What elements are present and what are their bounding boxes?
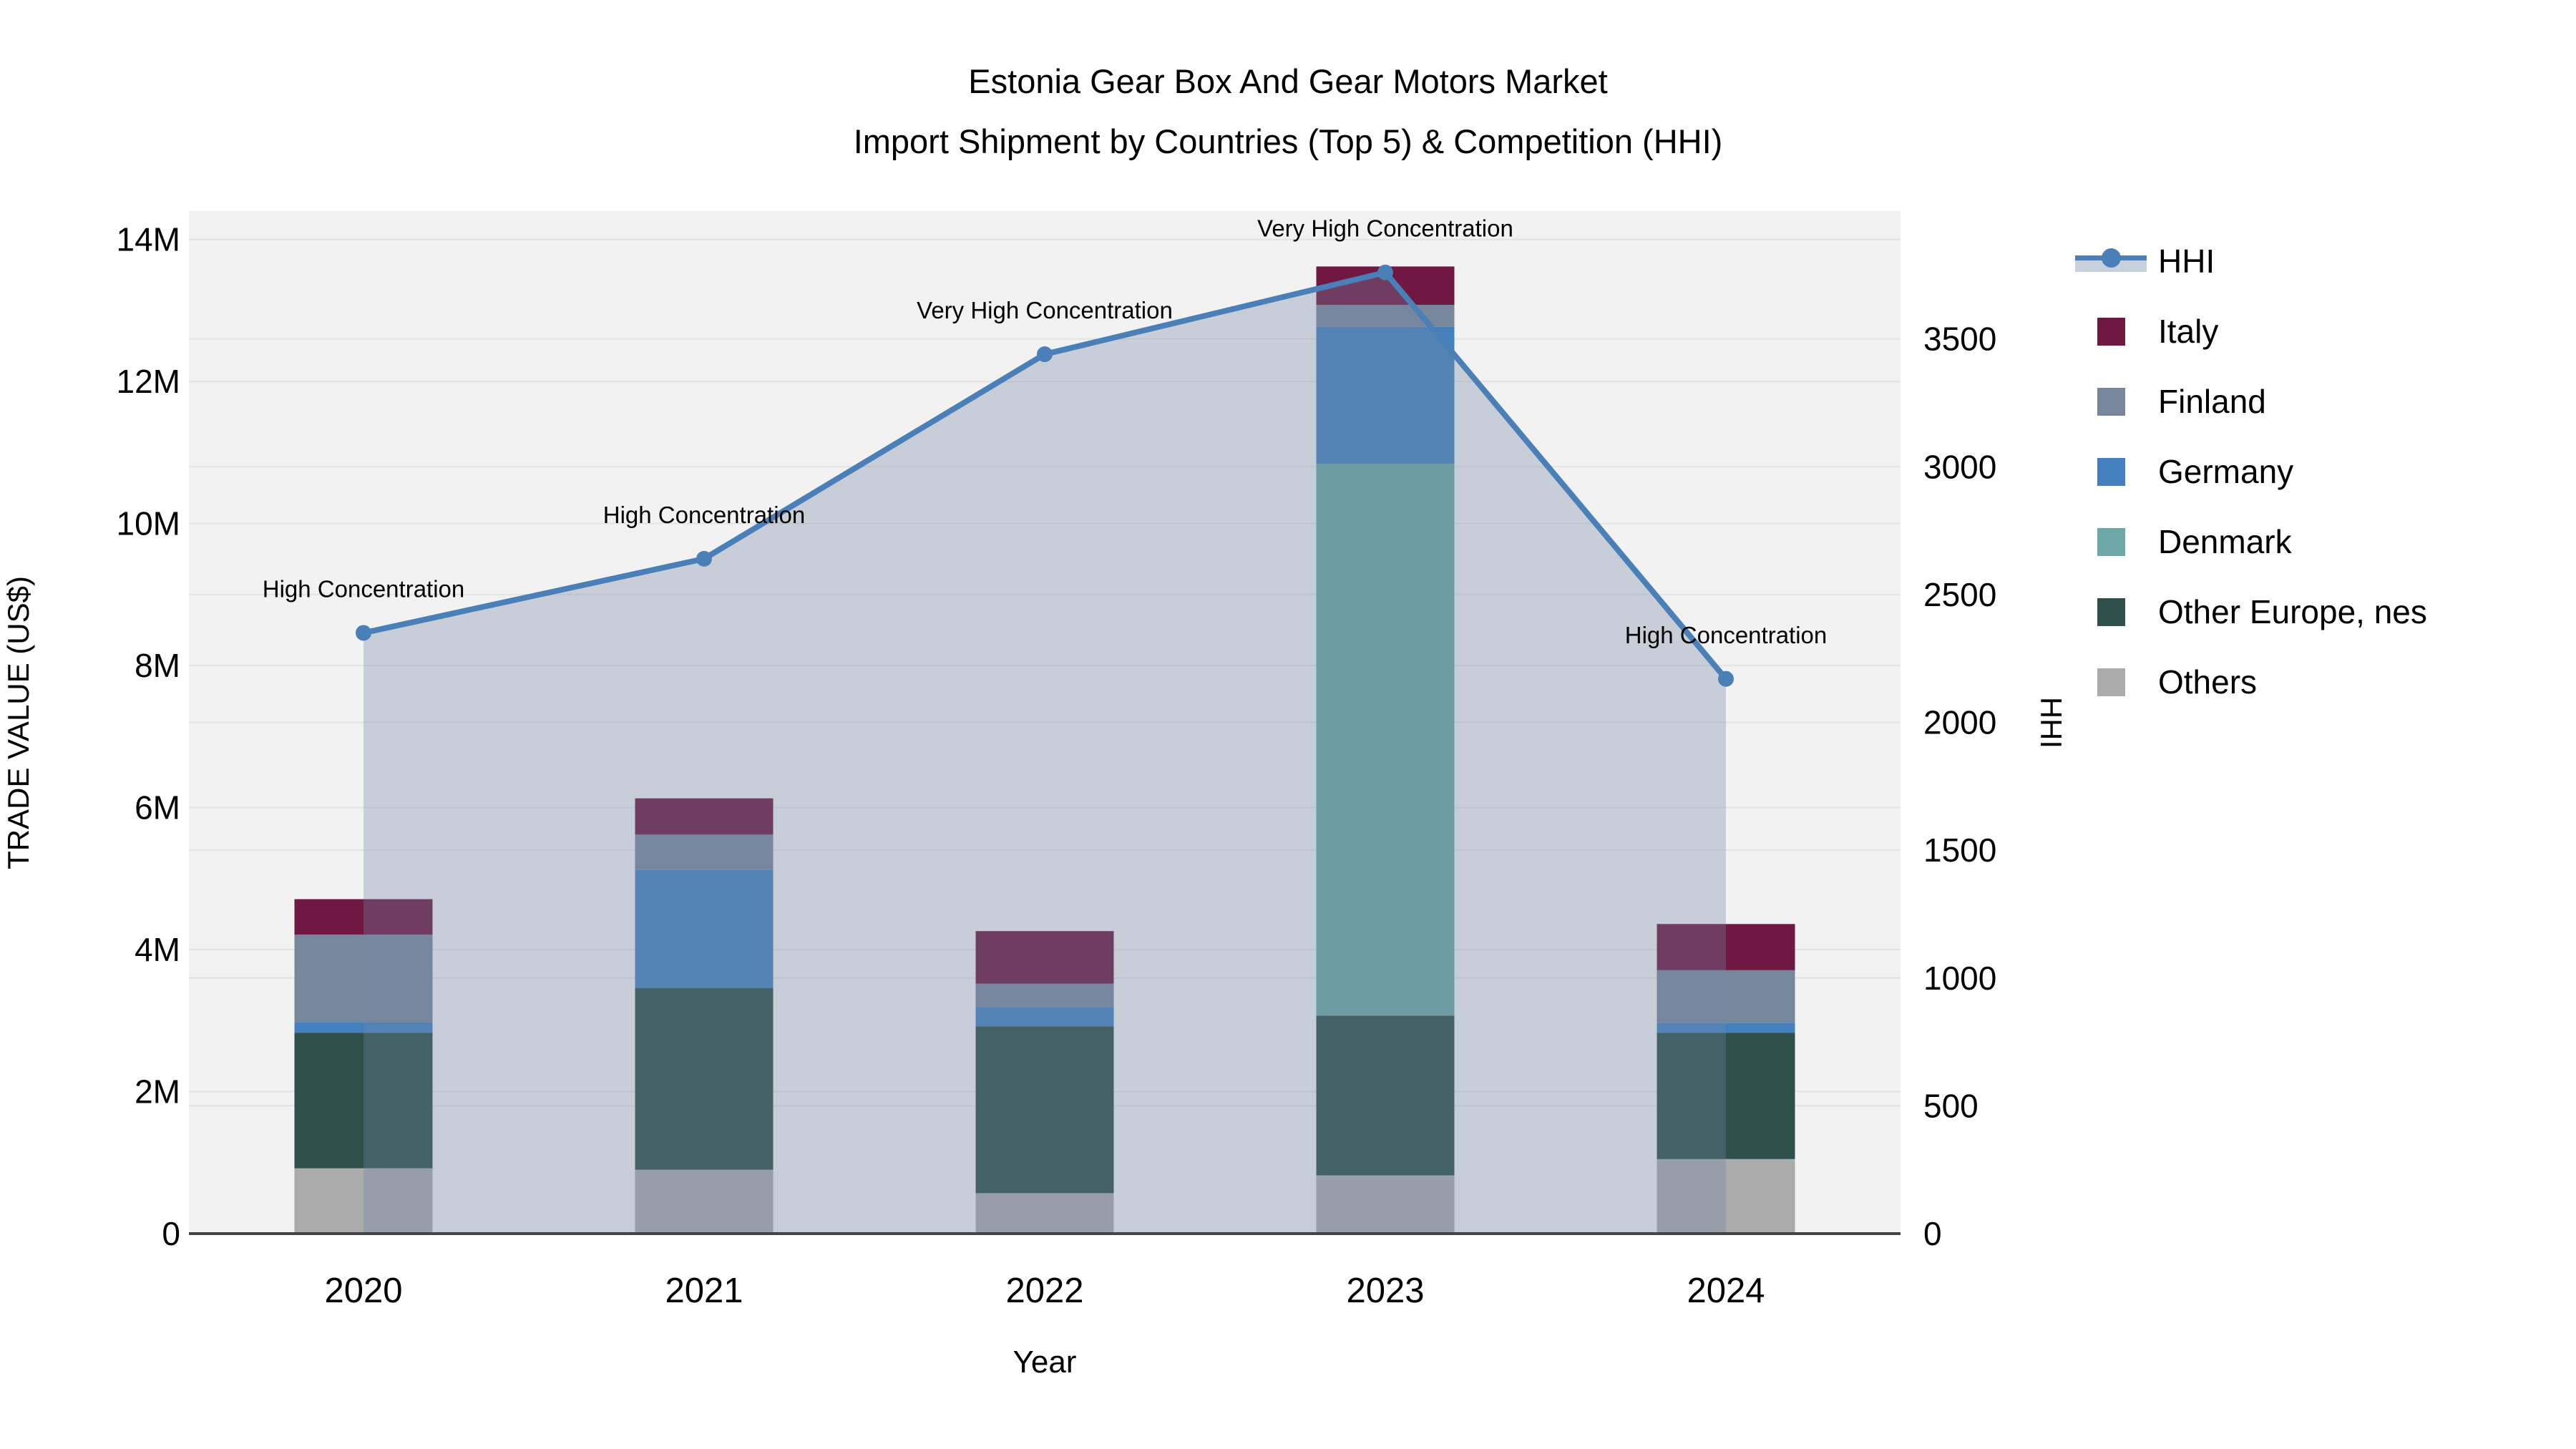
- legend-item-other-europe-nes[interactable]: Other Europe, nes: [2074, 577, 2427, 647]
- hhi-marker-2021[interactable]: [696, 550, 712, 567]
- chart-title-line2: Import Shipment by Countries (Top 5) & C…: [853, 122, 1723, 160]
- legend-swatch-slot: [2074, 317, 2148, 346]
- legend-label-germany: Germany: [2158, 453, 2294, 490]
- bar-segment-italy-2021[interactable]: [635, 798, 774, 835]
- right-tick-3000: 3000: [1923, 448, 1996, 485]
- right-tick-2500: 2500: [1923, 576, 1996, 613]
- right-tick-0: 0: [1923, 1215, 1942, 1252]
- y-right-axis-title: HHI: [2034, 697, 2068, 748]
- bar-segment-germany-2024[interactable]: [1657, 1023, 1795, 1033]
- hhi-marker-2022[interactable]: [1037, 346, 1053, 363]
- legend-label-hhi: HHI: [2158, 243, 2215, 280]
- annotation-very-high-concentration-2023: Very High Concentration: [1257, 215, 1513, 242]
- legend-item-others[interactable]: Others: [2074, 647, 2427, 717]
- legend-label-italy: Italy: [2158, 313, 2219, 350]
- legend-label-denmark: Denmark: [2158, 523, 2292, 560]
- bar-segment-other-europe-nes-2021[interactable]: [635, 987, 774, 1170]
- left-tick-14M: 14M: [117, 221, 180, 258]
- hhi-marker-2020[interactable]: [356, 625, 371, 641]
- y-left-axis-title: TRADE VALUE (US$): [1, 576, 35, 869]
- legend-swatch-slot: [2074, 387, 2148, 416]
- left-tick-6M: 6M: [135, 789, 180, 826]
- legend-swatch-slot: [2074, 457, 2148, 486]
- x-axis-title: Year: [1013, 1345, 1077, 1380]
- right-tick-3500: 3500: [1923, 321, 1996, 358]
- legend-swatch-other-europe-nes: [2097, 597, 2125, 626]
- legend-item-denmark[interactable]: Denmark: [2074, 507, 2427, 577]
- hhi-area: [364, 272, 1726, 1234]
- bar-segment-other-europe-nes-2022[interactable]: [975, 1026, 1114, 1194]
- legend-label-other-europe-nes: Other Europe, nes: [2158, 593, 2427, 630]
- bar-segment-finland-2021[interactable]: [635, 834, 774, 870]
- legend-swatch-slot: [2074, 597, 2148, 626]
- legend-item-finland[interactable]: Finland: [2074, 366, 2427, 436]
- legend-swatch-finland: [2097, 387, 2125, 416]
- x-tick-2023[interactable]: 2023: [1346, 1272, 1424, 1310]
- bar-segment-finland-2020[interactable]: [294, 935, 433, 1023]
- hhi-line-sample-icon: [2075, 245, 2147, 277]
- hhi-sample-dot: [2102, 248, 2121, 268]
- annotation-high-concentration-2021: High Concentration: [603, 502, 806, 528]
- bar-segment-other-europe-nes-2020[interactable]: [294, 1033, 433, 1169]
- bar-segment-finland-2024[interactable]: [1657, 970, 1795, 1023]
- legend: HHI Italy Finland Germany Denmark Other Europ…: [2074, 226, 2427, 717]
- left-tick-4M: 4M: [135, 931, 180, 968]
- legend-item-hhi[interactable]: HHI: [2074, 226, 2427, 296]
- bar-segment-germany-2021[interactable]: [635, 869, 774, 988]
- bar-segment-italy-2022[interactable]: [975, 931, 1114, 984]
- legend-swatch-germany: [2097, 457, 2125, 486]
- bar-segment-italy-2020[interactable]: [294, 899, 433, 935]
- bar-segment-finland-2022[interactable]: [975, 983, 1114, 1008]
- legend-swatch-others: [2097, 668, 2125, 696]
- bar-segment-others-2021[interactable]: [635, 1169, 774, 1234]
- legend-swatch-italy: [2097, 317, 2125, 346]
- chart-title-line1: Estonia Gear Box And Gear Motors Market: [968, 62, 1608, 100]
- legend-swatch-slot: [2074, 245, 2148, 277]
- right-tick-500: 500: [1923, 1087, 1979, 1124]
- x-tick-2020[interactable]: 2020: [324, 1272, 402, 1310]
- legend-label-finland: Finland: [2158, 383, 2266, 420]
- bar-segment-italy-2024[interactable]: [1657, 924, 1795, 970]
- legend-swatch-denmark: [2097, 527, 2125, 556]
- bar-segment-germany-2023[interactable]: [1316, 326, 1455, 464]
- bar-segment-others-2023[interactable]: [1316, 1175, 1455, 1234]
- left-tick-8M: 8M: [135, 647, 180, 684]
- left-tick-10M: 10M: [117, 505, 180, 542]
- hhi-marker-2023[interactable]: [1377, 264, 1393, 280]
- annotation-high-concentration-2020: High Concentration: [263, 575, 465, 602]
- bar-segment-other-europe-nes-2024[interactable]: [1657, 1033, 1795, 1159]
- x-tick-2021[interactable]: 2021: [665, 1272, 743, 1310]
- x-tick-2022[interactable]: 2022: [1005, 1272, 1083, 1310]
- legend-item-germany[interactable]: Germany: [2074, 436, 2427, 507]
- legend-swatch-slot: [2074, 668, 2148, 696]
- bar-segment-others-2020[interactable]: [294, 1168, 433, 1234]
- annotation-high-concentration-2024: High Concentration: [1625, 622, 1828, 648]
- right-tick-2000: 2000: [1923, 704, 1996, 741]
- legend-swatch-slot: [2074, 527, 2148, 556]
- left-tick-2M: 2M: [135, 1073, 180, 1111]
- bar-segment-others-2022[interactable]: [975, 1193, 1114, 1234]
- hhi-marker-2024[interactable]: [1718, 670, 1734, 687]
- left-tick-12M: 12M: [117, 363, 180, 400]
- legend-item-italy[interactable]: Italy: [2074, 296, 2427, 366]
- bar-segment-other-europe-nes-2023[interactable]: [1316, 1015, 1455, 1176]
- x-axis-line: [189, 1232, 1901, 1235]
- left-tick-0: 0: [162, 1215, 180, 1252]
- right-tick-1000: 1000: [1923, 960, 1996, 997]
- right-tick-1500: 1500: [1923, 831, 1996, 869]
- legend-label-others: Others: [2158, 663, 2258, 701]
- annotation-very-high-concentration-2022: Very High Concentration: [917, 297, 1173, 323]
- bar-segment-denmark-2023[interactable]: [1316, 464, 1455, 1016]
- bar-segment-germany-2020[interactable]: [294, 1022, 433, 1033]
- x-tick-2024[interactable]: 2024: [1687, 1272, 1765, 1310]
- bar-segment-others-2024[interactable]: [1657, 1158, 1795, 1234]
- bar-segment-germany-2022[interactable]: [975, 1007, 1114, 1027]
